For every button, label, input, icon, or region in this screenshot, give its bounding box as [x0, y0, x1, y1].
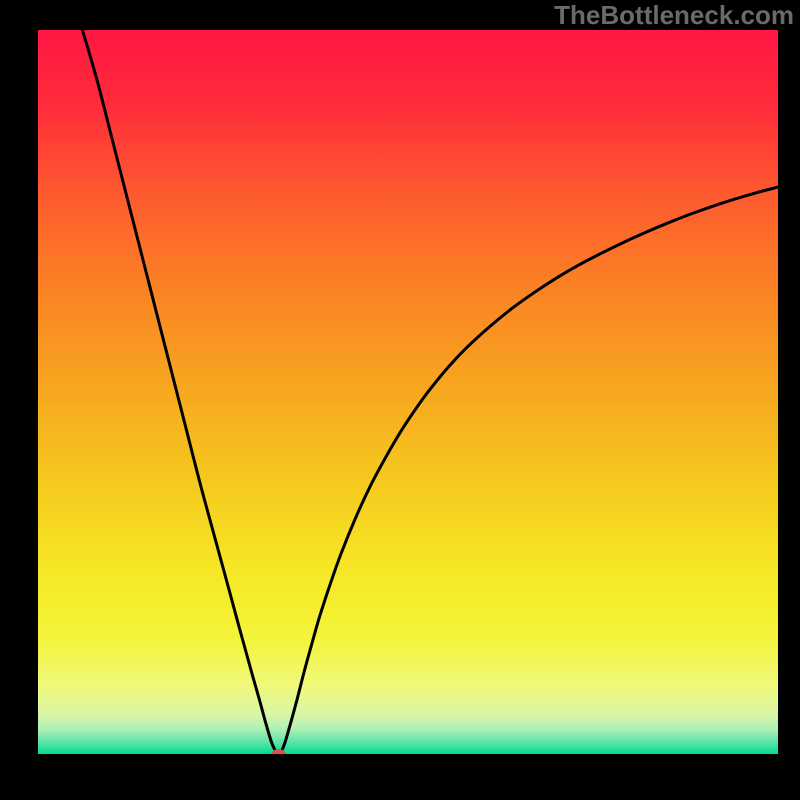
chart-container: TheBottleneck.com	[0, 0, 800, 800]
bottleneck-chart	[0, 0, 800, 800]
bottom-strip	[38, 754, 778, 770]
watermark-text: TheBottleneck.com	[554, 0, 794, 31]
plot-background	[38, 30, 778, 754]
